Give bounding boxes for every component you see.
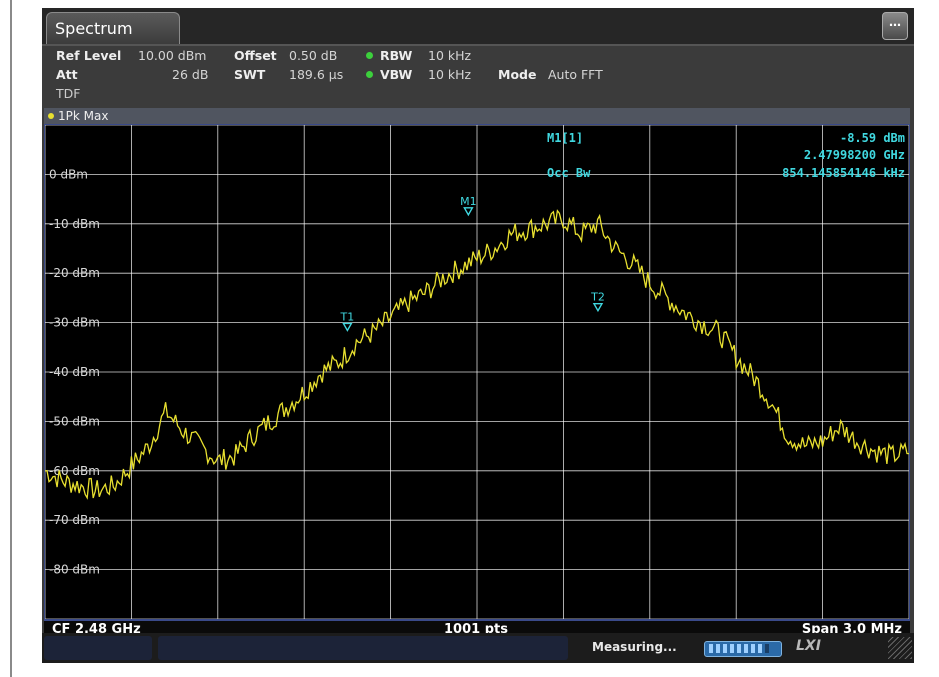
marker-m1-label: M1 [460, 195, 477, 208]
status-bar: Measuring... LXI [42, 633, 914, 663]
status-message-area [158, 636, 568, 660]
offset-label: Offset [234, 48, 277, 63]
lxi-logo: LXI [796, 638, 821, 654]
att-value: 26 dB [172, 67, 209, 82]
vbw-coupled-indicator [366, 71, 373, 78]
swt-label: SWT [234, 67, 266, 82]
vbw-label: VBW [380, 67, 413, 82]
rbw-coupled-indicator [366, 52, 373, 59]
att-label: Att [56, 67, 78, 82]
measurement-progress-icon [704, 641, 782, 657]
y-tick-label: 0 dBm [49, 167, 88, 181]
marker-t1-label: T1 [340, 310, 355, 323]
marker-m1-icon [463, 207, 474, 217]
marker-m1-level: -8.59 dBm [840, 131, 905, 145]
marker-m1-frequency: 2.47998200 GHz [804, 148, 905, 162]
grid [44, 124, 910, 620]
y-tick-label: -40 dBm [49, 365, 100, 379]
trace-label: 1Pk Max [58, 109, 109, 123]
spectrum-analyzer-window: Spectrum ⋯ Ref Level 10.00 dBm Att 26 dB… [42, 8, 914, 663]
mode-label: Mode [498, 67, 537, 82]
marker-m1-name: M1[1] [547, 131, 583, 145]
window-menu-button[interactable]: ⋯ [882, 12, 908, 40]
y-tick-label: -20 dBm [49, 266, 100, 280]
resize-grip-icon[interactable] [888, 637, 912, 659]
more-icon: ⋯ [889, 18, 901, 32]
settings-panel: Ref Level 10.00 dBm Att 26 dB TDF Offset… [42, 46, 914, 106]
window-left-edge [0, 0, 12, 677]
ref-level-value: 10.00 dBm [138, 48, 207, 63]
spectrum-display[interactable]: 0 dBm -10 dBm -20 dBm -30 dBm -40 dBm -50 dBm… [44, 124, 910, 620]
marker-t2-icon [592, 303, 604, 313]
status-text: Measuring... [592, 640, 677, 654]
occ-bw-label: Occ Bw [547, 166, 591, 180]
tab-strip: Spectrum ⋯ [42, 8, 914, 46]
mode-value: Auto FFT [548, 67, 603, 82]
marker-t2-label: T2 [590, 291, 605, 304]
markers: M1 T1 T2 [340, 195, 605, 332]
occ-bw-value: 854.145854146 kHz [782, 166, 905, 180]
rbw-label: RBW [380, 48, 413, 63]
y-tick-label: -10 dBm [49, 217, 100, 231]
status-segment-1 [44, 636, 152, 660]
y-tick-label: -60 dBm [49, 464, 100, 478]
y-tick-label: -50 dBm [49, 414, 100, 428]
tdf-label: TDF [56, 86, 81, 101]
trace-label-bar: 1Pk Max [44, 108, 910, 124]
marker-t1-icon [342, 322, 353, 332]
tab-spectrum[interactable]: Spectrum [46, 12, 180, 44]
y-tick-label: -70 dBm [49, 513, 100, 527]
y-tick-label: -80 dBm [49, 563, 100, 577]
swt-value: 189.6 µs [289, 67, 344, 82]
rbw-value: 10 kHz [428, 48, 472, 63]
trace-color-indicator [48, 113, 54, 119]
y-axis-labels: 0 dBm -10 dBm -20 dBm -30 dBm -40 dBm -50 dBm… [49, 167, 100, 576]
spectrum-chart: 0 dBm -10 dBm -20 dBm -30 dBm -40 dBm -50 dBm… [44, 124, 910, 620]
vbw-value: 10 kHz [428, 67, 472, 82]
trace-1 [44, 209, 910, 500]
offset-value: 0.50 dB [289, 48, 338, 63]
y-tick-label: -30 dBm [49, 316, 100, 330]
ref-level-label: Ref Level [56, 48, 122, 63]
